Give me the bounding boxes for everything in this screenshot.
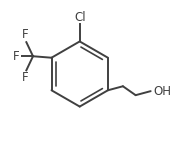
Text: OH: OH — [153, 85, 171, 98]
Text: F: F — [13, 50, 19, 63]
Text: F: F — [22, 71, 29, 84]
Text: F: F — [22, 28, 29, 41]
Text: Cl: Cl — [74, 11, 85, 24]
